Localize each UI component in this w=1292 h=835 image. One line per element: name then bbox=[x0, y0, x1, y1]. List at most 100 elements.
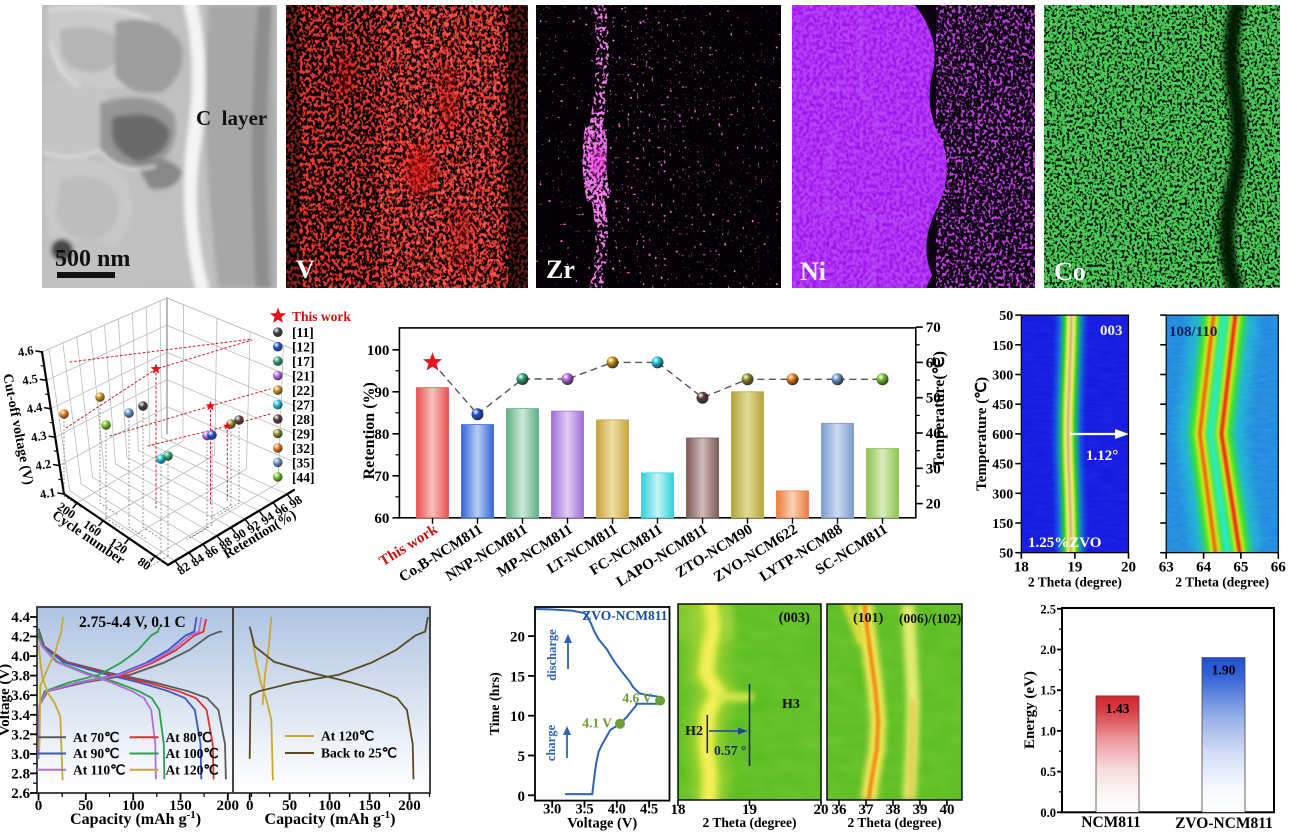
svg-text:4.5: 4.5 bbox=[640, 802, 658, 818]
svg-text:3.4: 3.4 bbox=[11, 708, 30, 724]
svg-text:1.25%ZVO: 1.25%ZVO bbox=[1028, 535, 1101, 551]
svg-text:ZVO-NCM811: ZVO-NCM811 bbox=[582, 608, 667, 623]
svg-text:At 70℃: At 70℃ bbox=[73, 730, 120, 745]
svg-text:2.6: 2.6 bbox=[11, 786, 30, 802]
svg-text:Ni: Ni bbox=[800, 257, 826, 286]
svg-text:At 100℃: At 100℃ bbox=[166, 746, 220, 761]
svg-text:4.4: 4.4 bbox=[11, 610, 30, 626]
svg-text:discharge: discharge bbox=[545, 629, 559, 681]
svg-text:15: 15 bbox=[510, 669, 525, 685]
svg-text:4.6 V: 4.6 V bbox=[622, 691, 652, 706]
svg-text:[32]: [32] bbox=[292, 441, 315, 456]
svg-text:20: 20 bbox=[510, 630, 525, 646]
svg-text:65: 65 bbox=[1233, 560, 1248, 576]
svg-text:[21]: [21] bbox=[292, 369, 315, 384]
svg-text:36: 36 bbox=[832, 802, 848, 818]
svg-text:100: 100 bbox=[367, 343, 390, 359]
svg-text:3.0: 3.0 bbox=[11, 747, 30, 763]
svg-text:Temperature(℃): Temperature(℃) bbox=[931, 351, 948, 469]
svg-text:20: 20 bbox=[814, 802, 829, 818]
svg-text:003: 003 bbox=[1100, 323, 1123, 339]
svg-text:H3: H3 bbox=[782, 697, 800, 712]
svg-text:450: 450 bbox=[992, 398, 1013, 413]
svg-text:4.4: 4.4 bbox=[26, 400, 45, 417]
svg-text:[29]: [29] bbox=[292, 427, 315, 442]
svg-text:4.3: 4.3 bbox=[30, 428, 48, 445]
svg-text:0: 0 bbox=[246, 798, 254, 814]
svg-text:2 Theta (degree): 2 Theta (degree) bbox=[1175, 575, 1269, 590]
svg-text:19: 19 bbox=[1067, 560, 1082, 576]
svg-text:At 120℃: At 120℃ bbox=[321, 729, 375, 744]
svg-text:100: 100 bbox=[122, 798, 145, 814]
svg-text:18: 18 bbox=[671, 802, 686, 818]
svg-text:0: 0 bbox=[35, 798, 43, 814]
svg-text:20: 20 bbox=[926, 497, 941, 513]
svg-text:H2: H2 bbox=[685, 724, 703, 739]
svg-text:200: 200 bbox=[398, 798, 421, 814]
svg-text:90: 90 bbox=[374, 385, 389, 401]
svg-text:50: 50 bbox=[926, 391, 941, 407]
svg-text:39: 39 bbox=[913, 802, 928, 818]
svg-text:[35]: [35] bbox=[292, 455, 315, 470]
svg-text:At 110℃: At 110℃ bbox=[73, 762, 126, 777]
svg-text:3.5: 3.5 bbox=[575, 802, 593, 818]
svg-text:2.8: 2.8 bbox=[11, 766, 30, 782]
svg-text:37: 37 bbox=[859, 802, 875, 818]
svg-text:3.8: 3.8 bbox=[11, 669, 30, 685]
svg-text:19: 19 bbox=[742, 802, 757, 818]
svg-text:5: 5 bbox=[518, 749, 526, 765]
svg-text:V: V bbox=[296, 255, 315, 284]
svg-text:50: 50 bbox=[999, 309, 1013, 324]
svg-text:38: 38 bbox=[886, 802, 901, 818]
svg-text:10: 10 bbox=[510, 709, 525, 725]
svg-text:3.2: 3.2 bbox=[11, 727, 30, 743]
svg-text:Back to 25℃: Back to 25℃ bbox=[321, 746, 398, 761]
svg-text:4.5: 4.5 bbox=[21, 372, 39, 389]
svg-text:1.0: 1.0 bbox=[1040, 724, 1056, 738]
svg-text:200: 200 bbox=[217, 798, 240, 814]
svg-text:1.90: 1.90 bbox=[1212, 663, 1236, 678]
svg-text:60: 60 bbox=[374, 511, 389, 527]
svg-text:150: 150 bbox=[992, 339, 1013, 354]
svg-text:4.2: 4.2 bbox=[11, 630, 30, 646]
svg-text:40: 40 bbox=[926, 426, 941, 442]
svg-text:(003): (003) bbox=[779, 610, 811, 626]
svg-text:Capacity (mAh g-1): Capacity (mAh g-1) bbox=[70, 809, 201, 828]
svg-text:2 Theta (degree): 2 Theta (degree) bbox=[703, 815, 797, 830]
svg-text:108/110: 108/110 bbox=[1169, 324, 1217, 340]
svg-text:4.2: 4.2 bbox=[34, 457, 52, 474]
svg-text:Retention (%): Retention (%) bbox=[361, 382, 378, 479]
svg-text:Energy (eV): Energy (eV) bbox=[1022, 671, 1038, 749]
svg-text:ZVO-NCM811: ZVO-NCM811 bbox=[1175, 815, 1273, 832]
svg-text:C layer: C layer bbox=[196, 106, 267, 130]
svg-text:1.43: 1.43 bbox=[1106, 701, 1130, 716]
svg-text:63: 63 bbox=[1159, 560, 1174, 576]
svg-text:[27]: [27] bbox=[292, 398, 315, 413]
svg-text:500 nm: 500 nm bbox=[55, 246, 130, 272]
svg-text:4.6: 4.6 bbox=[17, 343, 35, 360]
svg-text:300: 300 bbox=[992, 369, 1013, 384]
svg-text:3.0: 3.0 bbox=[543, 802, 561, 818]
svg-text:150: 150 bbox=[169, 798, 192, 814]
svg-text:Voltage (V): Voltage (V) bbox=[0, 664, 13, 736]
svg-text:This work: This work bbox=[292, 309, 351, 324]
svg-text:70: 70 bbox=[374, 469, 389, 485]
svg-text:Zr: Zr bbox=[546, 255, 575, 284]
svg-text:600: 600 bbox=[992, 428, 1013, 443]
svg-text:2.75-4.4 V, 0.1 C: 2.75-4.4 V, 0.1 C bbox=[79, 614, 186, 631]
svg-text:[11]: [11] bbox=[292, 325, 314, 340]
svg-text:40: 40 bbox=[940, 802, 955, 818]
svg-text:At 90℃: At 90℃ bbox=[73, 746, 120, 761]
svg-text:NCM811: NCM811 bbox=[1081, 814, 1140, 831]
svg-text:2.5: 2.5 bbox=[1040, 602, 1056, 616]
svg-text:20: 20 bbox=[1121, 560, 1136, 576]
svg-text:[12]: [12] bbox=[292, 340, 315, 355]
svg-text:66: 66 bbox=[1271, 560, 1287, 576]
svg-text:2.0: 2.0 bbox=[1040, 643, 1056, 657]
svg-text:50: 50 bbox=[999, 547, 1013, 562]
svg-text:50: 50 bbox=[78, 798, 93, 814]
svg-text:Capacity (mAh g-1): Capacity (mAh g-1) bbox=[265, 809, 396, 828]
svg-text:0.0: 0.0 bbox=[1040, 806, 1056, 820]
svg-text:Time (hrs): Time (hrs) bbox=[488, 672, 503, 735]
svg-text:18: 18 bbox=[1014, 560, 1029, 576]
